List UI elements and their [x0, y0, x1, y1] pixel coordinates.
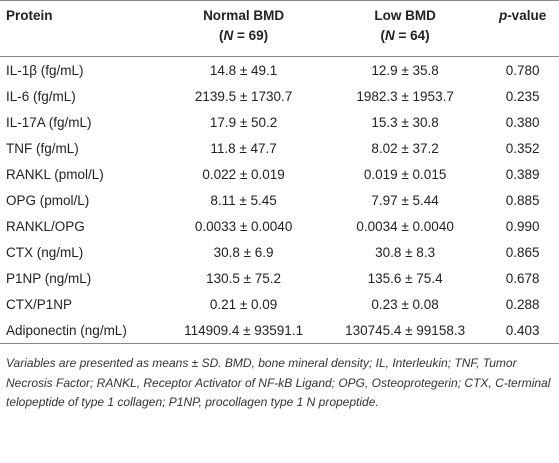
table-cell: 0.885 — [505, 192, 540, 208]
table-row: OPG (pmol/L) 8.11 ± 5.45 7.97 ± 5.44 0.885 — [0, 187, 559, 213]
table-row: CTX/P1NP 0.21 ± 0.09 0.23 ± 0.08 0.288 — [0, 291, 559, 317]
table-row: RANKL/OPG 0.0033 ± 0.0040 0.0034 ± 0.0040 0… — [0, 213, 559, 239]
table-row: TNF (fg/mL) 11.8 ± 47.7 8.02 ± 37.2 0.352 — [0, 135, 559, 161]
header-text: Protein — [6, 8, 53, 23]
header-sub: = 64) — [394, 28, 430, 43]
header-sub: = 69) — [233, 28, 269, 43]
column-header: Protein — [0, 1, 163, 57]
table-cell: 11.8 ± 47.7 — [210, 140, 277, 156]
table-cell: 0.403 — [505, 322, 540, 338]
column-header: Normal BMD (N = 69) — [163, 1, 324, 57]
table-cell: RANKL (pmol/L) — [6, 166, 104, 182]
table-cell: CTX (ng/mL) — [6, 244, 84, 260]
header-text: Normal BMD — [203, 8, 285, 23]
table-cell: IL-6 (fg/mL) — [6, 88, 76, 104]
table-row: IL-6 (fg/mL) 2139.5 ± 1730.7 1982.3 ± 1953… — [0, 83, 559, 109]
header-text: Low BMD — [374, 8, 436, 23]
header-sub: ( — [380, 28, 386, 43]
table-cell: 0.019 ± 0.015 — [363, 166, 447, 182]
table-cell: 0.235 — [505, 88, 540, 104]
table-cell: 8.11 ± 5.45 — [210, 192, 277, 208]
header-text: -value — [507, 8, 547, 23]
table-cell: Adiponectin (ng/mL) — [6, 322, 127, 338]
table-row: Adiponectin (ng/mL) 114909.4 ± 93591.1 130… — [0, 317, 559, 344]
table-cell: 0.352 — [505, 140, 540, 156]
table-cell: 30.8 ± 8.3 — [375, 244, 436, 260]
table-cell: P1NP (ng/mL) — [6, 270, 92, 286]
table-cell: 12.9 ± 35.8 — [371, 62, 439, 78]
header-sub: N — [385, 28, 395, 43]
table-cell: 0.678 — [505, 270, 540, 286]
table-cell: 1982.3 ± 1953.7 — [356, 88, 454, 104]
table-cell: 15.3 ± 30.8 — [371, 114, 439, 130]
table-cell: CTX/P1NP — [6, 296, 73, 312]
table-cell: 135.6 ± 75.4 — [367, 270, 443, 286]
table-cell: 0.389 — [505, 166, 540, 182]
table-cell: 0.022 ± 0.019 — [202, 166, 285, 182]
column-header: Low BMD (N = 64) — [324, 1, 486, 57]
table-row: RANKL (pmol/L) 0.022 ± 0.019 0.019 ± 0.015… — [0, 161, 559, 187]
table-cell: 14.8 ± 49.1 — [209, 62, 278, 78]
table-cell: 7.97 ± 5.44 — [371, 192, 439, 208]
header-sub: ( — [219, 28, 224, 43]
table-cell: 17.9 ± 50.2 — [209, 114, 278, 130]
table-cell: RANKL/OPG — [6, 218, 85, 234]
header-row: Protein Normal BMD (N = 69) Low BMD (N = 64)… — [0, 0, 559, 57]
table-cell: 0.0033 ± 0.0040 — [194, 218, 293, 234]
footnote: Variables are presented as means ± SD. B… — [6, 356, 551, 409]
table-cell: 0.288 — [505, 296, 540, 312]
table-row: P1NP (ng/mL) 130.5 ± 75.2 135.6 ± 75.4 0.67… — [0, 265, 559, 291]
table-cell: 30.8 ± 6.9 — [213, 244, 274, 260]
table-cell: IL-17A (fg/mL) — [6, 114, 92, 130]
table-cell: 0.865 — [505, 244, 540, 260]
data-table: Protein Normal BMD (N = 69) Low BMD (N = 64)… — [0, 0, 559, 344]
header-text: p — [498, 8, 508, 23]
table-cell: 114909.4 ± 93591.1 — [184, 322, 304, 338]
table-cell: 0.380 — [505, 114, 540, 130]
table-body: IL-1β (fg/mL) 14.8 ± 49.1 12.9 ± 35.8 0.780… — [0, 57, 559, 344]
table-cell: 0.990 — [505, 218, 540, 234]
column-header: p-value — [486, 1, 559, 57]
table-cell: 0.21 ± 0.09 — [209, 296, 278, 312]
table-cell: 8.02 ± 37.2 — [371, 140, 439, 156]
table-cell: 0.23 ± 0.08 — [371, 296, 439, 312]
table-cell: IL-1β (fg/mL) — [6, 62, 84, 78]
table-cell: 130.5 ± 75.2 — [206, 270, 282, 286]
table-cell: 0.0034 ± 0.0040 — [356, 218, 454, 234]
table-cell: 2139.5 ± 1730.7 — [194, 88, 293, 104]
table-row: CTX (ng/mL) 30.8 ± 6.9 30.8 ± 8.3 0.865 — [0, 239, 559, 265]
header-sub: N — [223, 28, 234, 43]
table-row: IL-17A (fg/mL) 17.9 ± 50.2 15.3 ± 30.8 0.38… — [0, 109, 559, 135]
table-cell: 130745.4 ± 99158.3 — [345, 322, 466, 338]
table-cell: OPG (pmol/L) — [6, 192, 90, 208]
table-cell: 0.780 — [505, 62, 540, 78]
table-cell: TNF (fg/mL) — [6, 140, 79, 156]
table-row: IL-1β (fg/mL) 14.8 ± 49.1 12.9 ± 35.8 0.780 — [0, 57, 559, 84]
